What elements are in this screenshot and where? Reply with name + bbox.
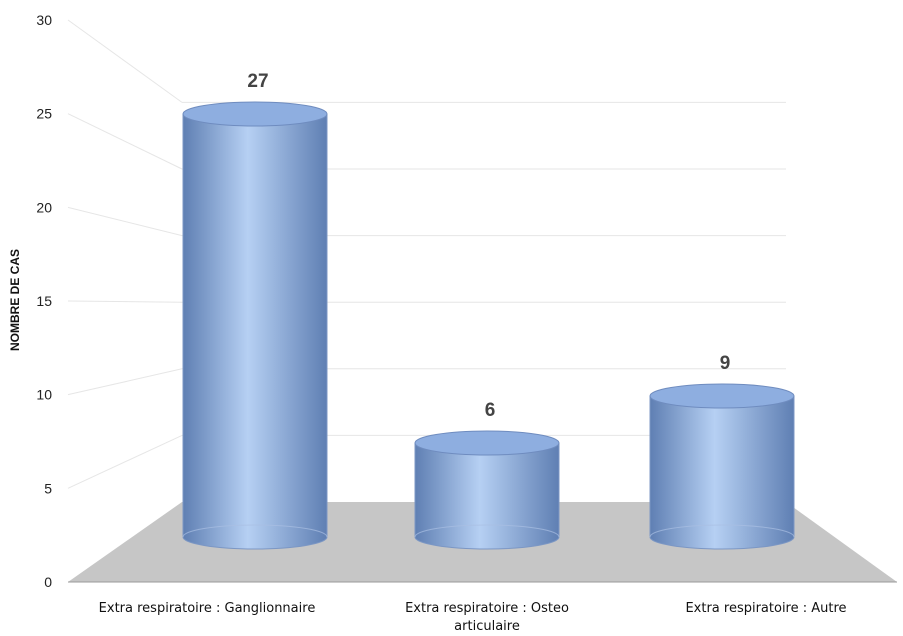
bar xyxy=(649,383,795,550)
bar-top xyxy=(414,430,560,456)
y-tick-label: 10 xyxy=(36,387,52,403)
category-label: articulaire xyxy=(454,619,520,634)
data-label: 9 xyxy=(720,353,731,374)
y-tick-label: 30 xyxy=(36,12,52,28)
bar-base-rim xyxy=(182,524,328,538)
gridline-side xyxy=(67,19,183,103)
data-label: 27 xyxy=(247,71,268,92)
bar-body xyxy=(414,442,560,550)
gridline-side xyxy=(67,368,183,396)
bar-base-rim xyxy=(649,524,795,538)
gridline-side xyxy=(67,300,183,303)
y-tick-label: 25 xyxy=(36,106,52,122)
y-tick-label: 5 xyxy=(44,480,52,496)
category-labels: Extra respiratoire : Ganglionnaire Extra … xyxy=(99,601,847,634)
y-tick-label: 0 xyxy=(44,574,52,590)
y-axis-title: NOMBRE DE CAS xyxy=(8,249,22,351)
y-tick-label: 20 xyxy=(36,199,52,215)
data-labels: 27 6 9 xyxy=(247,71,730,421)
bar-base-rim xyxy=(414,524,560,538)
bar-body xyxy=(182,113,328,550)
bar xyxy=(182,101,328,550)
bar-top xyxy=(182,101,328,127)
bars xyxy=(182,101,795,550)
y-tick-label: 15 xyxy=(36,293,52,309)
category-label: Extra respiratoire : Ganglionnaire xyxy=(99,601,316,616)
gridline-side xyxy=(67,206,183,237)
bar-top xyxy=(649,383,795,409)
gridline-side xyxy=(67,434,183,489)
gridline-side xyxy=(67,113,183,170)
y-axis-ticks: 0 5 10 15 20 25 30 xyxy=(36,12,52,590)
bar-body xyxy=(649,395,795,550)
category-label: Extra respiratoire : Autre xyxy=(685,601,846,616)
data-label: 6 xyxy=(485,400,496,421)
bar xyxy=(414,430,560,550)
category-label: Extra respiratoire : Osteo xyxy=(405,601,569,616)
